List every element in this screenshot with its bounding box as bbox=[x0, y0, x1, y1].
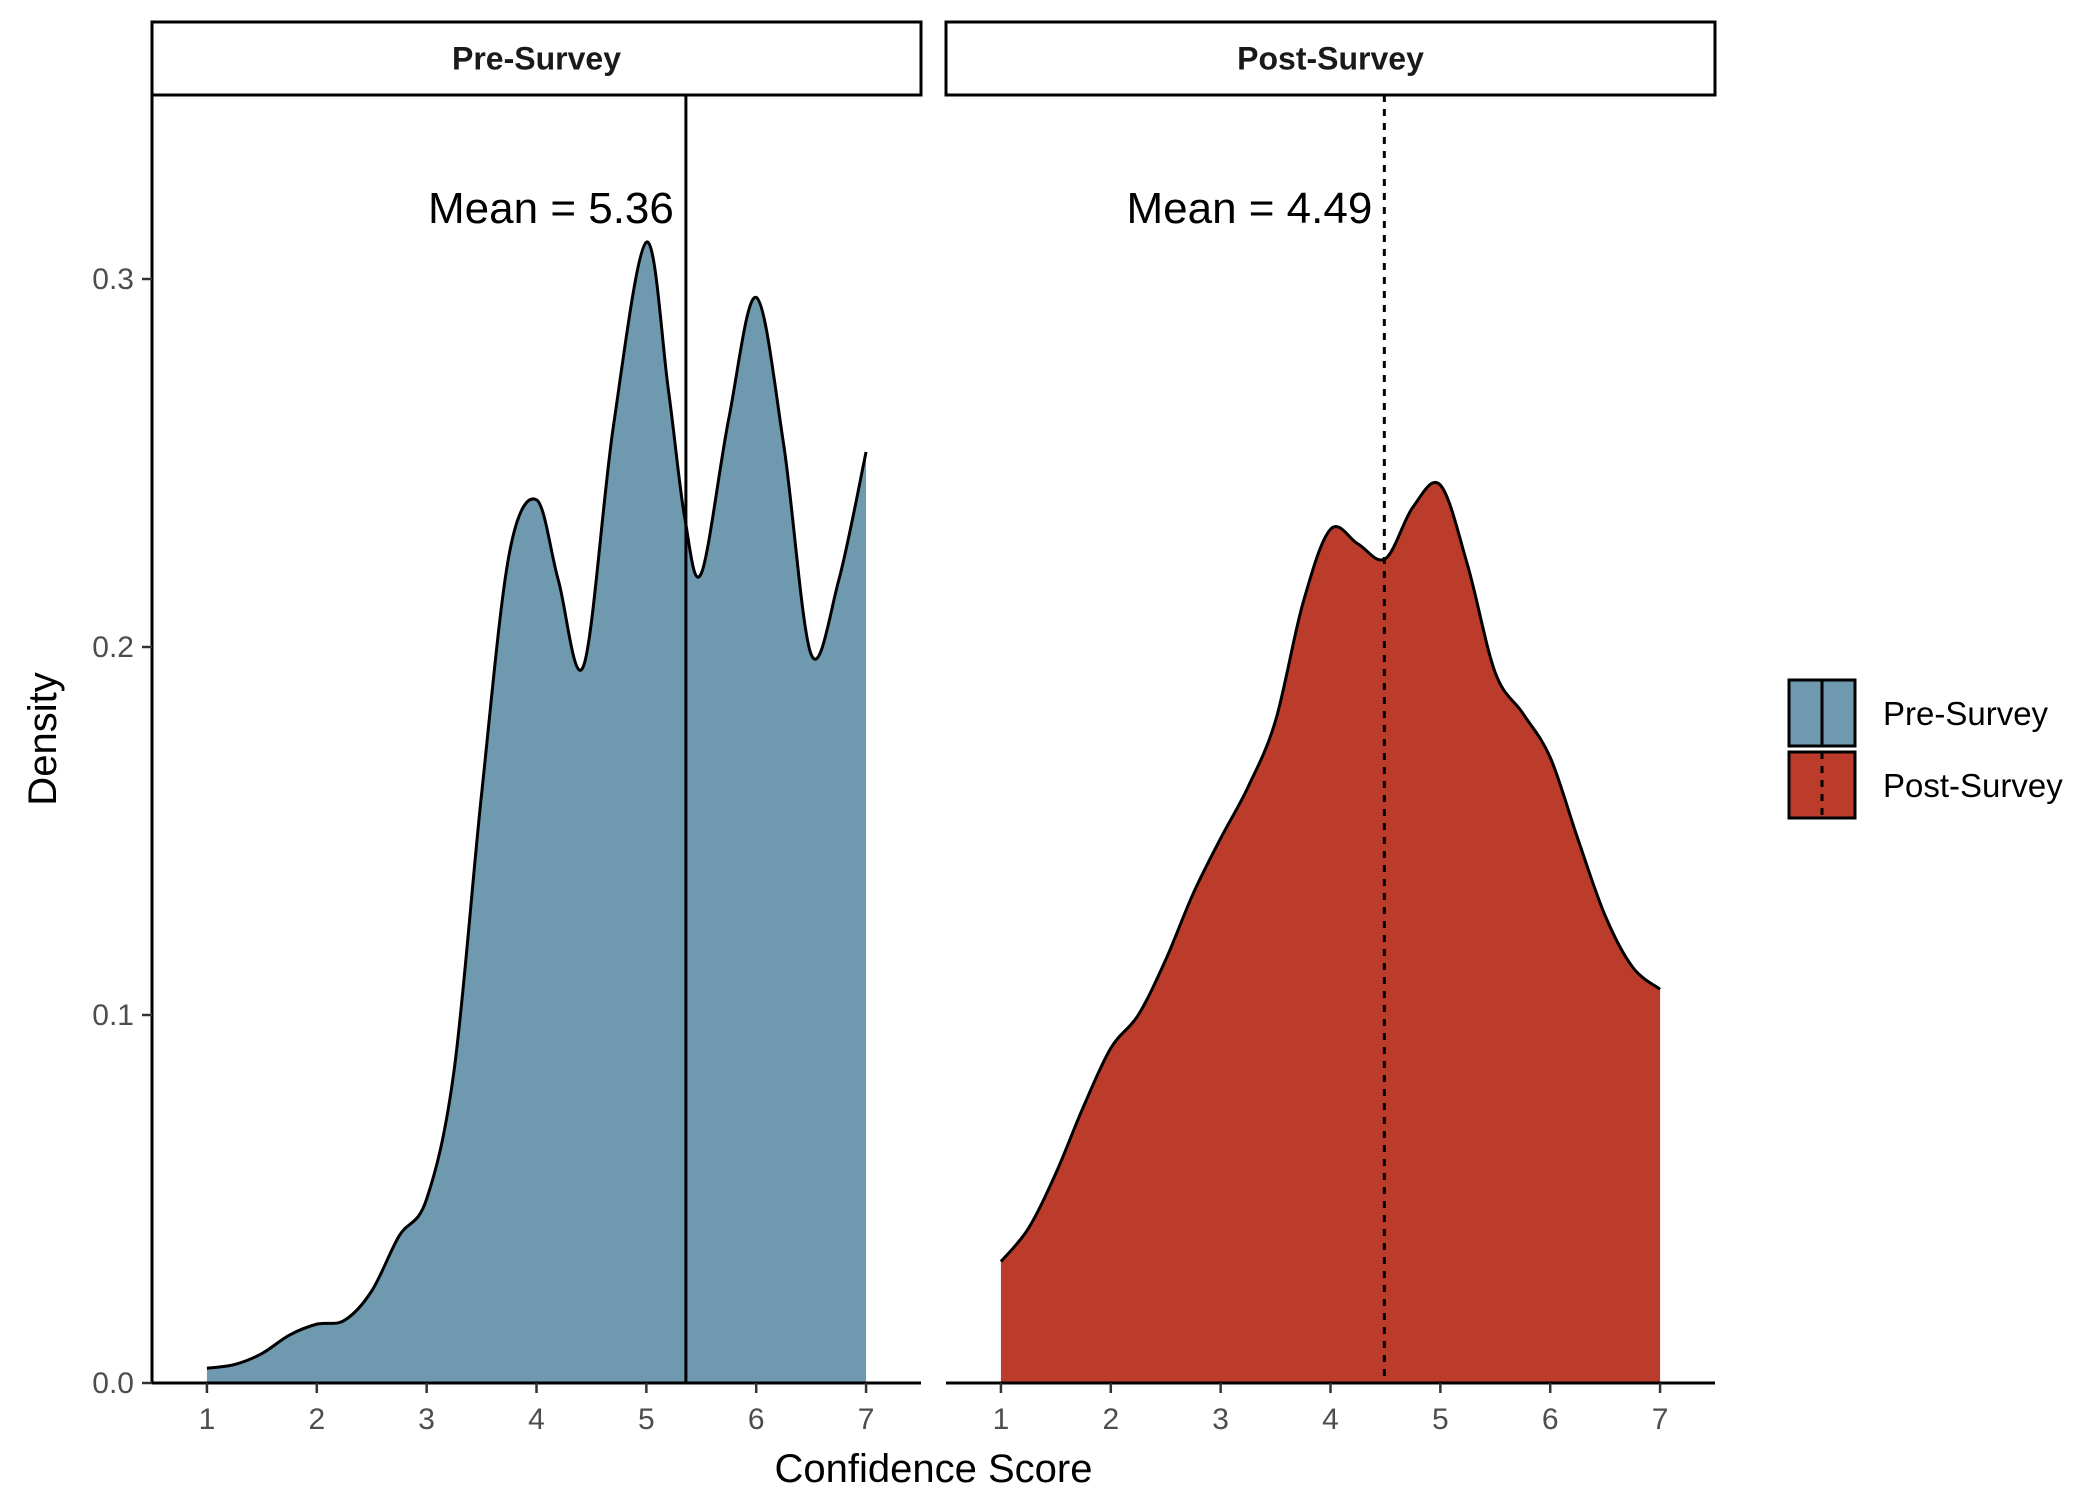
legend-item-pre-survey: Pre-Survey bbox=[1787, 678, 2049, 748]
x-tick-label: 1 bbox=[993, 1403, 1010, 1436]
y-tick-label: 0.1 bbox=[92, 999, 134, 1032]
y-tick-label: 0.3 bbox=[92, 263, 134, 296]
x-tick-label: 2 bbox=[1102, 1403, 1119, 1436]
legend-item-post-survey: Post-Survey bbox=[1787, 750, 2063, 820]
strip-box bbox=[150, 20, 923, 97]
x-tick-label: 1 bbox=[199, 1403, 216, 1436]
y-tick-label: 0.0 bbox=[92, 1367, 134, 1400]
x-tick-label: 6 bbox=[748, 1403, 765, 1436]
x-tick-label: 5 bbox=[638, 1403, 655, 1436]
x-tick-label: 3 bbox=[418, 1403, 435, 1436]
x-tick-label: 4 bbox=[528, 1403, 545, 1436]
facet-panel-pre-survey: Mean = 5.36 Pre-Survey bbox=[150, 20, 923, 1384]
y-tick-label: 0.2 bbox=[92, 631, 134, 664]
x-tick-label: 3 bbox=[1212, 1403, 1229, 1436]
strip-box bbox=[944, 20, 1717, 97]
x-tick-label: 4 bbox=[1322, 1403, 1339, 1436]
x-axis-title: Confidence Score bbox=[775, 1447, 1093, 1491]
legend-label: Pre-Survey bbox=[1883, 695, 2049, 732]
x-tick-label: 2 bbox=[308, 1403, 325, 1436]
density-curve bbox=[206, 240, 868, 1370]
strip-label: Post-Survey bbox=[1237, 41, 1424, 77]
mean-label: Mean = 4.49 bbox=[1126, 184, 1372, 233]
mean-label: Mean = 5.36 bbox=[428, 184, 674, 233]
x-tick-label: 7 bbox=[1652, 1403, 1669, 1436]
facet-panel-post-survey: Mean = 4.49 Post-Survey bbox=[944, 20, 1717, 1383]
x-tick-label: 7 bbox=[858, 1403, 875, 1436]
density-area bbox=[1000, 482, 1661, 1383]
x-tick-label: 5 bbox=[1432, 1403, 1449, 1436]
strip-label: Pre-Survey bbox=[452, 41, 621, 77]
x-tick-label: 6 bbox=[1542, 1403, 1559, 1436]
density-area bbox=[206, 241, 867, 1384]
y-axis-title: Density bbox=[21, 672, 65, 805]
density-curve bbox=[999, 481, 1662, 1263]
legend-label: Post-Survey bbox=[1883, 767, 2063, 804]
